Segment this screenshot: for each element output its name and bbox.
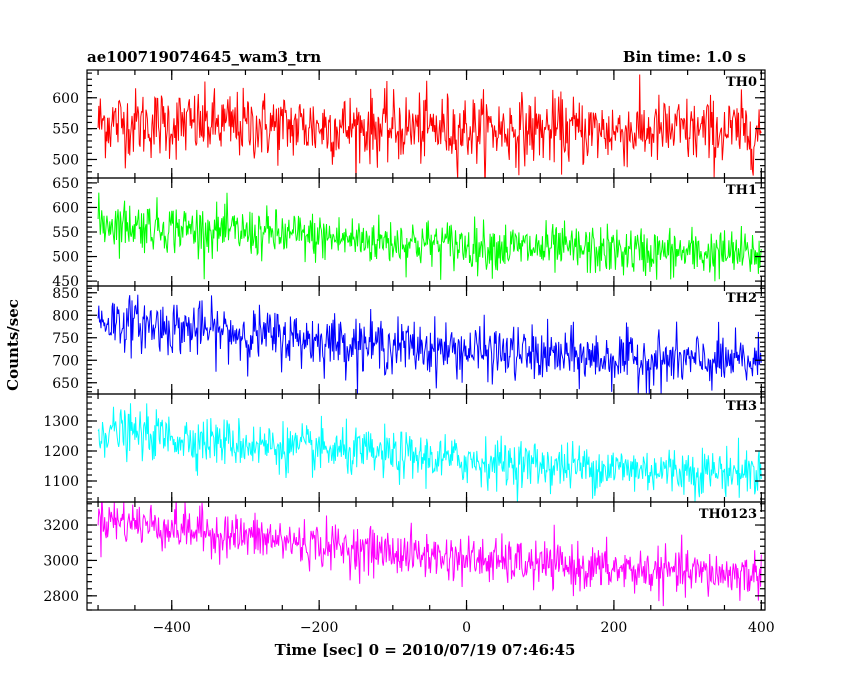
panel-label-th0123: TH0123 xyxy=(699,507,757,522)
x-tick-label: 0 xyxy=(462,620,471,636)
x-tick-label: −200 xyxy=(300,620,338,636)
panel-th1: 450 500 550 600 650 TH1 xyxy=(52,176,766,290)
x-tick-label: −400 xyxy=(153,620,191,636)
y-tick-label: 650 xyxy=(52,376,79,392)
chart-title-right: Bin time: 1.0 s xyxy=(623,48,746,66)
panels-group: 500 550 600 TH0 450 500 550 600 650 TH1 650 700 750 8… xyxy=(43,69,775,636)
y-tick-label: 800 xyxy=(52,308,79,324)
y-tick-label: 3200 xyxy=(43,518,79,534)
y-tick-label: 450 xyxy=(52,274,79,290)
y-tick-label: 750 xyxy=(52,331,79,347)
series-line-th2 xyxy=(97,294,762,394)
panel-th3: 1100 1200 1300 TH3 xyxy=(43,393,766,503)
series-line-th0 xyxy=(97,74,762,178)
panel-label-th3: TH3 xyxy=(726,399,757,414)
panel-th2: 650 700 750 800 850 TH2 xyxy=(52,285,766,395)
y-tick-label: 1100 xyxy=(43,474,79,490)
y-tick-label: 2800 xyxy=(43,589,79,605)
panel-th0123: 2800 3000 3200 TH0123 xyxy=(43,501,766,611)
y-tick-label: 650 xyxy=(52,176,79,192)
y-tick-label: 550 xyxy=(52,225,79,241)
y-tick-label: 600 xyxy=(52,91,79,107)
y-tick-label: 850 xyxy=(52,286,79,302)
y-tick-label: 1200 xyxy=(43,444,79,460)
panel-label-th2: TH2 xyxy=(726,291,757,306)
y-axis-label: Counts/sec xyxy=(4,299,22,391)
y-tick-label: 700 xyxy=(52,353,79,369)
panel-th0: 500 550 600 TH0 xyxy=(52,69,766,179)
panel-label-th1: TH1 xyxy=(726,183,757,198)
y-tick-label: 500 xyxy=(52,250,79,266)
y-tick-label: 3000 xyxy=(43,553,79,569)
x-tick-label: 400 xyxy=(748,620,775,636)
y-tick-label: 500 xyxy=(52,152,79,168)
series-line-th1 xyxy=(97,192,762,282)
panel-frame xyxy=(86,501,766,611)
x-tick-label: 200 xyxy=(601,620,628,636)
x-axis-label: Time [sec] 0 = 2010/07/19 07:46:45 xyxy=(275,641,576,659)
y-tick-label: 600 xyxy=(52,200,79,216)
chart-title-left: ae100719074645_wam3_trn xyxy=(87,48,321,66)
y-tick-label: 550 xyxy=(52,122,79,138)
y-tick-label: 1300 xyxy=(43,414,79,430)
series-line-th0123 xyxy=(97,502,762,607)
series-line-th3 xyxy=(97,403,762,502)
panel-label-th0: TH0 xyxy=(726,75,757,90)
